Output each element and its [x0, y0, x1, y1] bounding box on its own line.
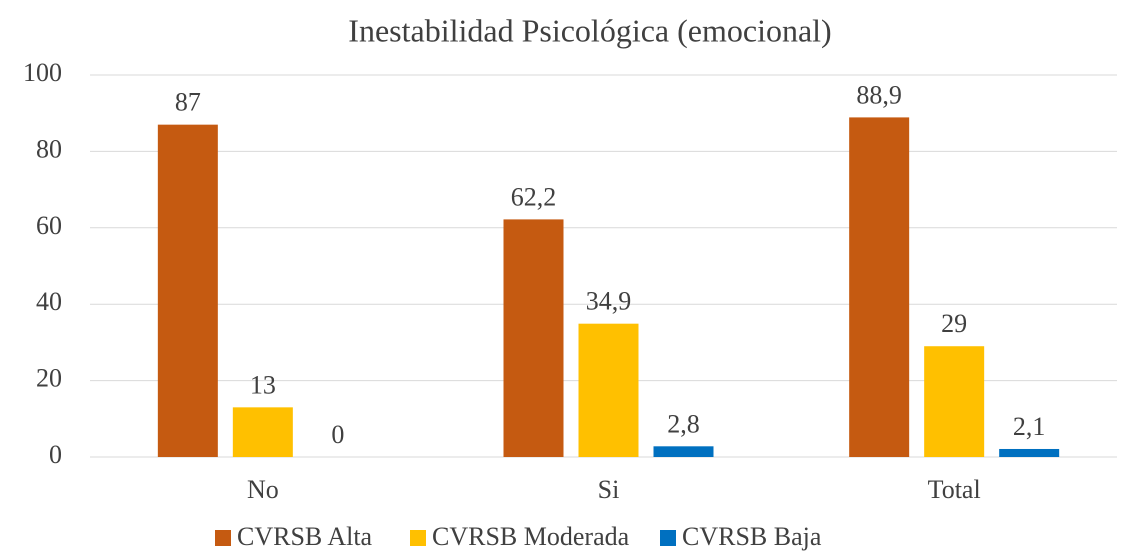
legend-swatch: [660, 530, 676, 546]
data-label: 0: [331, 420, 344, 449]
bar: [924, 346, 985, 457]
data-label: 2,8: [667, 409, 700, 438]
legend-label: CVRSB Baja: [682, 522, 822, 551]
bar: [578, 323, 639, 457]
y-tick-label: 100: [23, 58, 62, 87]
data-label: 13: [250, 370, 276, 399]
x-tick-label: No: [247, 475, 279, 504]
y-tick-label: 40: [36, 287, 62, 316]
chart-title: Inestabilidad Psicológica (emocional): [348, 12, 831, 48]
bar: [999, 448, 1060, 457]
bar: [503, 219, 564, 457]
data-label: 87: [175, 88, 201, 117]
bar: [849, 117, 910, 457]
bar: [232, 407, 293, 457]
x-tick-label: Si: [598, 475, 620, 504]
legend-label: CVRSB Moderada: [432, 522, 630, 551]
y-tick-label: 60: [36, 211, 62, 240]
data-label: 29: [941, 309, 967, 338]
y-tick-label: 0: [49, 440, 62, 469]
data-label: 88,9: [856, 80, 902, 109]
bar: [157, 124, 218, 457]
data-label: 2,1: [1013, 412, 1046, 441]
data-label: 62,2: [511, 182, 557, 211]
legend-swatch: [410, 530, 426, 546]
bar: [653, 446, 714, 457]
y-tick-label: 80: [36, 134, 62, 163]
y-tick-label: 20: [36, 364, 62, 393]
data-label: 34,9: [586, 287, 632, 316]
x-tick-label: Total: [928, 475, 981, 504]
legend-label: CVRSB Alta: [237, 522, 373, 551]
legend-swatch: [215, 530, 231, 546]
